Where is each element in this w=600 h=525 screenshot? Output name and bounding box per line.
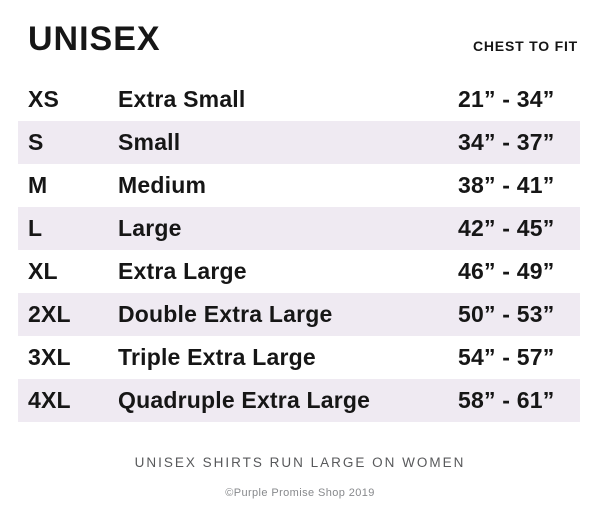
table-row-xs: XS Extra Small 21” - 34”: [18, 78, 580, 121]
size-code: 3XL: [28, 344, 71, 370]
size-range: 42” - 45”: [458, 215, 555, 241]
size-label: Medium: [118, 172, 207, 198]
size-label: Large: [118, 215, 182, 241]
fit-note: UNISEX SHIRTS RUN LARGE ON WOMEN: [134, 455, 466, 470]
size-label: Extra Large: [118, 258, 247, 284]
page-title: UNISEX: [28, 20, 161, 58]
footer: UNISEX SHIRTS RUN LARGE ON WOMEN ©Purple…: [0, 455, 600, 499]
size-code: XL: [28, 258, 58, 284]
size-label: Quadruple Extra Large: [118, 387, 371, 413]
table-row-4xl: 4XL Quadruple Extra Large 58” - 61”: [18, 379, 580, 422]
size-range: 38” - 41”: [458, 172, 555, 198]
size-code: S: [28, 129, 44, 155]
size-code: M: [28, 172, 48, 198]
table-row-xl: XL Extra Large 46” - 49”: [18, 250, 580, 293]
size-range: 50” - 53”: [458, 301, 555, 327]
size-label: Extra Small: [118, 86, 246, 112]
chart-header: UNISEX CHEST TO FIT: [28, 18, 578, 56]
table-row-l: L Large 42” - 45”: [18, 207, 580, 250]
size-code: L: [28, 215, 43, 241]
size-label: Triple Extra Large: [118, 344, 316, 370]
chest-to-fit-column-header: CHEST TO FIT: [472, 38, 578, 54]
size-code: 4XL: [28, 387, 71, 413]
size-range: 58” - 61”: [458, 387, 555, 413]
size-range: 34” - 37”: [458, 129, 555, 155]
size-code: XS: [28, 86, 60, 112]
size-range: 54” - 57”: [458, 344, 555, 370]
size-label: Double Extra Large: [118, 301, 333, 327]
size-code: 2XL: [28, 301, 71, 327]
size-range: 46” - 49”: [458, 258, 555, 284]
table-row-m: M Medium 38” - 41”: [18, 164, 580, 207]
copyright-text: ©Purple Promise Shop 2019: [225, 487, 375, 499]
table-row-s: S Small 34” - 37”: [18, 121, 580, 164]
table-row-3xl: 3XL Triple Extra Large 54” - 57”: [18, 336, 580, 379]
size-table: XS Extra Small 21” - 34” S Small 34” - 3…: [18, 78, 580, 422]
size-label: Small: [118, 129, 181, 155]
size-range: 21” - 34”: [458, 86, 555, 112]
table-row-2xl: 2XL Double Extra Large 50” - 53”: [18, 293, 580, 336]
